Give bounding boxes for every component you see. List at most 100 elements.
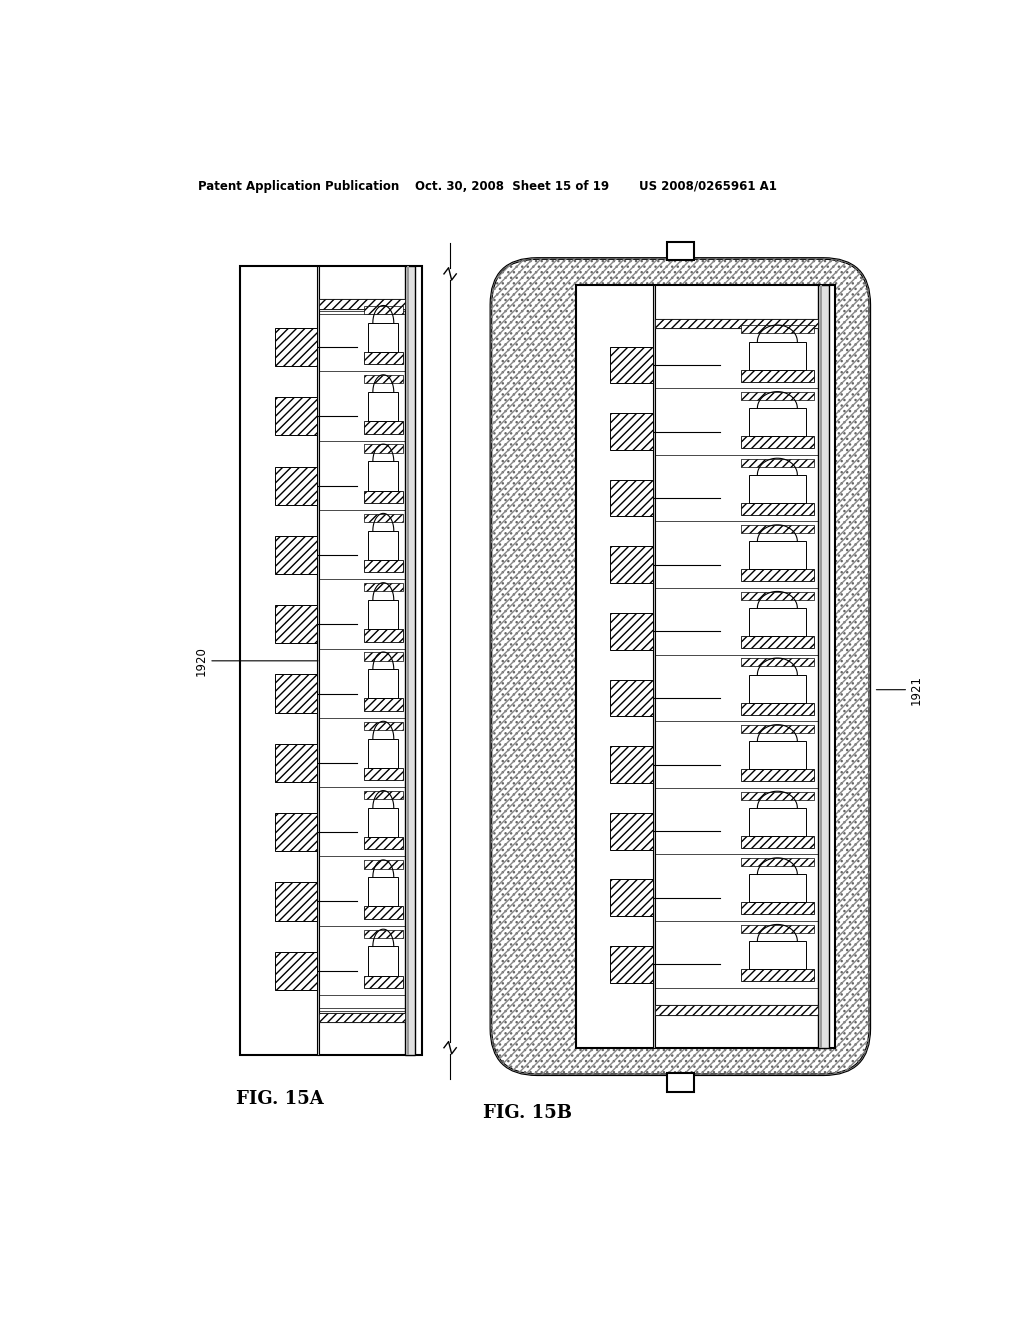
- Bar: [740, 525, 814, 533]
- Bar: [740, 770, 814, 781]
- Bar: [740, 458, 814, 466]
- Bar: [749, 808, 806, 836]
- Bar: [749, 742, 806, 770]
- Bar: [369, 878, 398, 907]
- Bar: [369, 946, 398, 975]
- Bar: [369, 601, 398, 630]
- Bar: [667, 242, 694, 260]
- Bar: [369, 392, 398, 421]
- Bar: [610, 546, 652, 583]
- Bar: [749, 941, 806, 969]
- Text: FIG. 15B: FIG. 15B: [483, 1104, 572, 1122]
- Bar: [319, 1014, 404, 1022]
- Bar: [740, 503, 814, 515]
- Bar: [365, 583, 402, 591]
- Bar: [365, 791, 402, 799]
- Bar: [652, 285, 655, 1048]
- Bar: [749, 874, 806, 903]
- Bar: [655, 318, 818, 327]
- Bar: [749, 408, 806, 436]
- Bar: [740, 836, 814, 847]
- Bar: [365, 698, 402, 711]
- Bar: [365, 491, 402, 503]
- Bar: [365, 352, 402, 364]
- Bar: [407, 267, 409, 1056]
- Bar: [820, 285, 822, 1048]
- Bar: [740, 969, 814, 981]
- Bar: [274, 813, 316, 851]
- Text: 1921: 1921: [909, 675, 923, 705]
- Text: Oct. 30, 2008  Sheet 15 of 19: Oct. 30, 2008 Sheet 15 of 19: [416, 180, 609, 193]
- Bar: [369, 669, 398, 698]
- Bar: [369, 739, 398, 768]
- Bar: [610, 879, 652, 916]
- Bar: [610, 746, 652, 783]
- Bar: [404, 267, 416, 1056]
- Bar: [274, 466, 316, 504]
- Bar: [274, 536, 316, 574]
- Bar: [369, 462, 398, 491]
- Bar: [365, 861, 402, 869]
- Bar: [610, 946, 652, 982]
- Bar: [274, 882, 316, 920]
- Bar: [365, 375, 402, 383]
- Bar: [655, 1006, 818, 1015]
- Bar: [365, 630, 402, 642]
- Bar: [610, 680, 652, 717]
- Bar: [365, 768, 402, 780]
- Bar: [274, 397, 316, 436]
- Bar: [610, 813, 652, 850]
- Bar: [740, 903, 814, 915]
- Bar: [365, 907, 402, 919]
- Bar: [610, 413, 652, 450]
- Bar: [365, 975, 402, 989]
- Bar: [749, 475, 806, 503]
- Bar: [365, 929, 402, 937]
- Bar: [740, 792, 814, 800]
- Bar: [749, 675, 806, 702]
- Bar: [365, 421, 402, 434]
- Bar: [749, 541, 806, 569]
- Bar: [740, 925, 814, 933]
- Bar: [365, 837, 402, 850]
- Bar: [274, 743, 316, 781]
- Bar: [319, 300, 404, 309]
- Bar: [655, 318, 818, 327]
- Bar: [319, 300, 404, 309]
- Bar: [749, 609, 806, 636]
- Bar: [610, 612, 652, 649]
- Bar: [740, 858, 814, 866]
- Bar: [740, 370, 814, 381]
- Bar: [667, 1073, 694, 1092]
- Bar: [740, 325, 814, 334]
- Bar: [274, 327, 316, 366]
- Bar: [369, 323, 398, 352]
- Bar: [610, 347, 652, 383]
- Bar: [740, 702, 814, 714]
- Bar: [749, 342, 806, 370]
- Text: Patent Application Publication: Patent Application Publication: [199, 180, 399, 193]
- Bar: [365, 652, 402, 660]
- Bar: [365, 560, 402, 573]
- Bar: [274, 675, 316, 713]
- Bar: [740, 569, 814, 581]
- Text: FIG. 15A: FIG. 15A: [237, 1090, 324, 1107]
- Bar: [319, 1014, 404, 1022]
- Bar: [274, 605, 316, 643]
- Text: 1920: 1920: [195, 645, 208, 676]
- Bar: [369, 531, 398, 560]
- Bar: [365, 513, 402, 521]
- Text: US 2008/0265961 A1: US 2008/0265961 A1: [639, 180, 776, 193]
- Bar: [818, 285, 829, 1048]
- FancyBboxPatch shape: [490, 259, 869, 1074]
- Bar: [365, 306, 402, 314]
- Bar: [740, 436, 814, 449]
- Bar: [740, 659, 814, 667]
- Bar: [316, 267, 319, 1056]
- Bar: [369, 808, 398, 837]
- Bar: [740, 636, 814, 648]
- Bar: [740, 392, 814, 400]
- Bar: [365, 722, 402, 730]
- Bar: [610, 480, 652, 516]
- Bar: [655, 1006, 818, 1015]
